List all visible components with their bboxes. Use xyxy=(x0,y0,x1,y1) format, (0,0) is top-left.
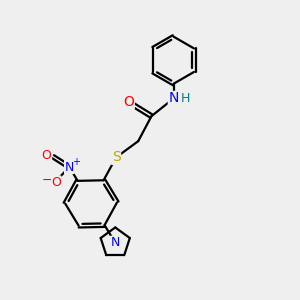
Text: O: O xyxy=(123,95,134,109)
Text: −: − xyxy=(41,173,52,187)
Text: N: N xyxy=(168,92,179,106)
Text: O: O xyxy=(42,149,52,162)
Text: H: H xyxy=(181,92,190,105)
Text: N: N xyxy=(111,236,120,249)
Text: O: O xyxy=(51,176,61,189)
Text: N: N xyxy=(64,160,74,173)
Text: +: + xyxy=(72,157,80,167)
Text: S: S xyxy=(112,150,121,164)
